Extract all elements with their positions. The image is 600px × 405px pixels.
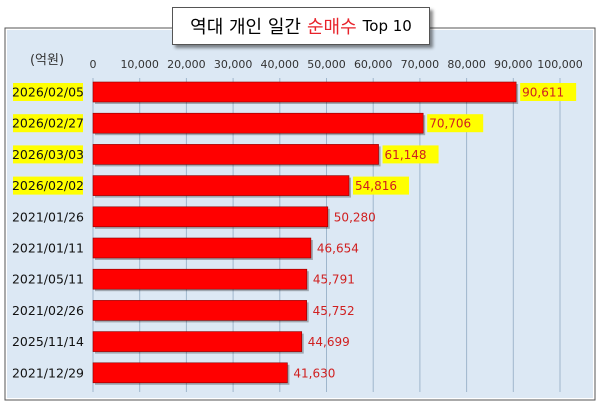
x-tick-label: 60,000 [354,58,393,71]
bar [92,175,350,196]
value-highlight [382,145,439,164]
category-label: 2021/12/29 [12,365,84,380]
title-accent: 순매수 [306,17,357,38]
category-label: 2021/01/26 [12,209,84,224]
category-highlight [13,114,83,133]
value-label: 45,752 [313,304,355,318]
value-label: 44,699 [308,335,350,349]
x-tick-label: 70,000 [401,58,440,71]
x-tick-label: 40,000 [261,58,300,71]
x-tick-label: 20,000 [167,58,206,71]
category-label: 2026/03/03 [12,147,84,162]
bar [92,300,307,321]
value-label: 46,654 [317,242,359,256]
category-label: 2026/02/02 [12,178,84,193]
unit-label: (억원) [30,53,64,68]
x-tick-label: 100,000 [537,58,583,71]
category-label: 2021/05/11 [12,272,84,287]
bar [92,81,517,103]
value-highlight [427,114,484,133]
bar [92,237,312,259]
category-highlight [13,176,83,195]
value-label: 41,630 [293,366,335,380]
bar [92,362,288,384]
category-label: 2026/02/27 [12,116,84,131]
category-label: 2025/11/14 [12,334,84,349]
value-label: 70,706 [429,117,471,131]
x-tick-label: 90,000 [494,58,533,71]
bar [92,206,329,228]
bar [92,331,303,352]
category-label: 2021/01/11 [12,241,84,256]
x-tick-label: 0 [90,58,97,71]
bar [92,112,424,134]
bar [92,144,379,165]
x-tick-label: 80,000 [447,58,486,71]
x-tick-label: 10,000 [120,58,159,71]
x-tick-label: 30,000 [214,58,253,71]
value-label: 54,816 [355,179,397,193]
title-suffix: Top 10 [362,17,412,35]
value-label: 61,148 [385,148,427,162]
category-highlight [13,83,83,101]
chart-title: 역대 개인 일간 순매수 Top 10 [172,7,430,45]
category-label: 2026/02/05 [12,85,84,100]
x-tick-label: 50,000 [307,58,346,71]
category-highlight [13,145,83,164]
value-highlight [352,176,409,195]
value-highlight [520,83,577,101]
value-label: 90,611 [522,86,564,100]
value-label: 45,791 [313,273,355,287]
value-label: 50,280 [334,210,376,224]
title-prefix: 역대 개인 일간 [190,17,301,38]
bar [92,268,308,290]
category-label: 2021/02/26 [12,303,84,318]
